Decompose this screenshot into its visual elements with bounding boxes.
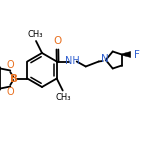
Text: O: O <box>7 87 14 97</box>
Polygon shape <box>122 52 131 57</box>
Text: B: B <box>10 74 18 83</box>
Text: F: F <box>134 50 140 59</box>
Text: O: O <box>54 36 62 47</box>
Text: N: N <box>101 55 109 64</box>
Text: CH₃: CH₃ <box>56 93 71 102</box>
Text: NH: NH <box>65 57 80 67</box>
Text: CH₃: CH₃ <box>27 30 43 39</box>
Text: O: O <box>7 60 14 70</box>
